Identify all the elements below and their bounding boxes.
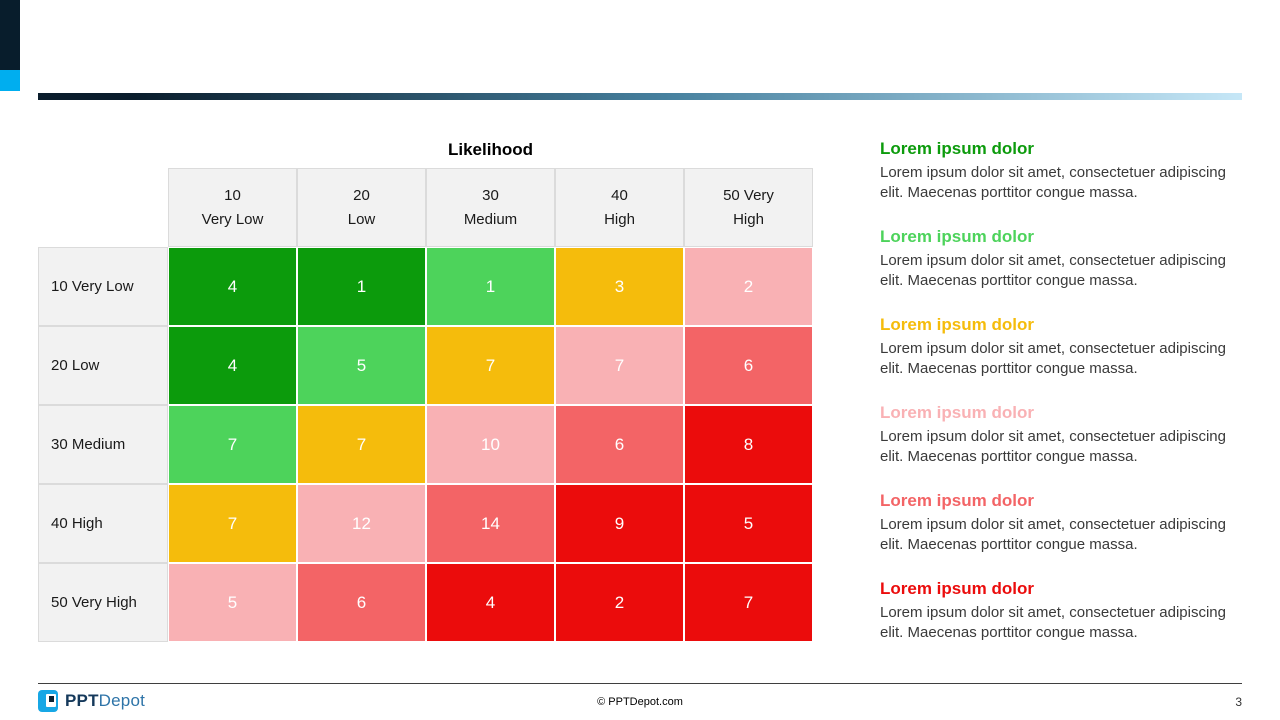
legend-section: Lorem ipsum dolor Lorem ipsum dolor sit a… <box>880 491 1232 555</box>
matrix-value-cell: 2 <box>684 247 813 326</box>
legend-section-title: Lorem ipsum dolor <box>880 314 1034 334</box>
legend-section: Lorem ipsum dolor Lorem ipsum dolor sit a… <box>880 403 1232 467</box>
legend-section-title: Lorem ipsum dolor <box>880 139 1034 158</box>
matrix-value-cell: 3 <box>555 247 684 326</box>
risk-matrix-heatmap: 10 Very Low 20 Low 30 Medium 40 High 50 Very High… <box>38 168 813 642</box>
legend-section-body: Lorem ipsum dolor sit amet, consectetuer… <box>880 340 1226 378</box>
matrix-value-cell: 7 <box>168 405 297 484</box>
matrix-value-cell: 5 <box>168 563 297 642</box>
matrix-column-header: 50 Very High <box>684 168 813 247</box>
matrix-value-cell: 12 <box>297 484 426 563</box>
legend-section-body: Lorem ipsum dolor sit amet, consectetuer… <box>880 252 1226 290</box>
page-number: 3 <box>1235 695 1242 709</box>
legend-section-body: Lorem ipsum dolor sit amet, consectetuer… <box>880 428 1226 466</box>
brand-name-bold: PPT <box>65 691 99 710</box>
matrix-value-cell: 14 <box>426 484 555 563</box>
legend-sections: Lorem ipsum dolor Lorem ipsum dolor sit a… <box>880 139 1232 667</box>
brand-name-light: Depot <box>98 691 146 710</box>
legend-section: Lorem ipsum dolor Lorem ipsum dolor sit a… <box>880 227 1232 291</box>
matrix-value-cell: 8 <box>684 405 813 484</box>
matrix-value-cell: 10 <box>426 405 555 484</box>
matrix-value-cell: 4 <box>426 563 555 642</box>
matrix-value-cell: 4 <box>168 247 297 326</box>
matrix-value-cell: 5 <box>684 484 813 563</box>
matrix-value-cell: 6 <box>555 405 684 484</box>
matrix-value-cell: 7 <box>168 484 297 563</box>
matrix-value-cell: 2 <box>555 563 684 642</box>
header-gradient-bar <box>38 93 1242 100</box>
matrix-value-cell: 7 <box>426 326 555 405</box>
legend-section: Lorem ipsum dolor Lorem ipsum dolor sit a… <box>880 139 1232 203</box>
legend-section: Lorem ipsum dolor Lorem ipsum dolor sit a… <box>880 315 1232 379</box>
legend-section-title: Lorem ipsum dolor <box>880 490 1034 510</box>
logo-tab-shape <box>49 696 54 702</box>
matrix-column-header: 10 Very Low <box>168 168 297 247</box>
corner-accent-navy <box>0 0 20 70</box>
matrix-value-cell: 7 <box>684 563 813 642</box>
matrix-value-cell: 7 <box>555 326 684 405</box>
matrix-value-cell: 6 <box>297 563 426 642</box>
copyright-text: © PPTDepot.com <box>597 696 683 708</box>
matrix-title: Likelihood <box>448 140 533 159</box>
matrix-value-cell: 9 <box>555 484 684 563</box>
matrix-column-header: 30 Medium <box>426 168 555 247</box>
legend-section: Lorem ipsum dolor Lorem ipsum dolor sit a… <box>880 579 1232 643</box>
matrix-row-header: 10 Very Low <box>38 247 168 326</box>
legend-section-title: Lorem ipsum dolor <box>880 578 1034 598</box>
matrix-value-cell: 1 <box>297 247 426 326</box>
legend-section-body: Lorem ipsum dolor sit amet, consectetuer… <box>880 516 1226 554</box>
matrix-value-cell: 5 <box>297 326 426 405</box>
pptdepot-logo-icon <box>38 690 58 712</box>
corner-accent-cyan <box>0 70 20 91</box>
matrix-corner-cell <box>38 168 168 247</box>
footer-divider <box>38 683 1242 684</box>
legend-section-body: Lorem ipsum dolor sit amet, consectetuer… <box>880 164 1226 202</box>
legend-section-title: Lorem ipsum dolor <box>880 402 1034 422</box>
matrix-row-header: 20 Low <box>38 326 168 405</box>
matrix-value-cell: 7 <box>297 405 426 484</box>
brand-logo: PPTDepot <box>38 690 145 712</box>
legend-section-body: Lorem ipsum dolor sit amet, consectetuer… <box>880 604 1226 642</box>
matrix-row-header: 30 Medium <box>38 405 168 484</box>
matrix-row-header: 40 High <box>38 484 168 563</box>
matrix-row-header: 50 Very High <box>38 563 168 642</box>
matrix-column-header: 20 Low <box>297 168 426 247</box>
matrix-value-cell: 6 <box>684 326 813 405</box>
matrix-column-header: 40 High <box>555 168 684 247</box>
matrix-value-cell: 4 <box>168 326 297 405</box>
matrix-value-cell: 1 <box>426 247 555 326</box>
legend-section-title: Lorem ipsum dolor <box>880 226 1034 246</box>
brand-name: PPTDepot <box>65 691 145 711</box>
